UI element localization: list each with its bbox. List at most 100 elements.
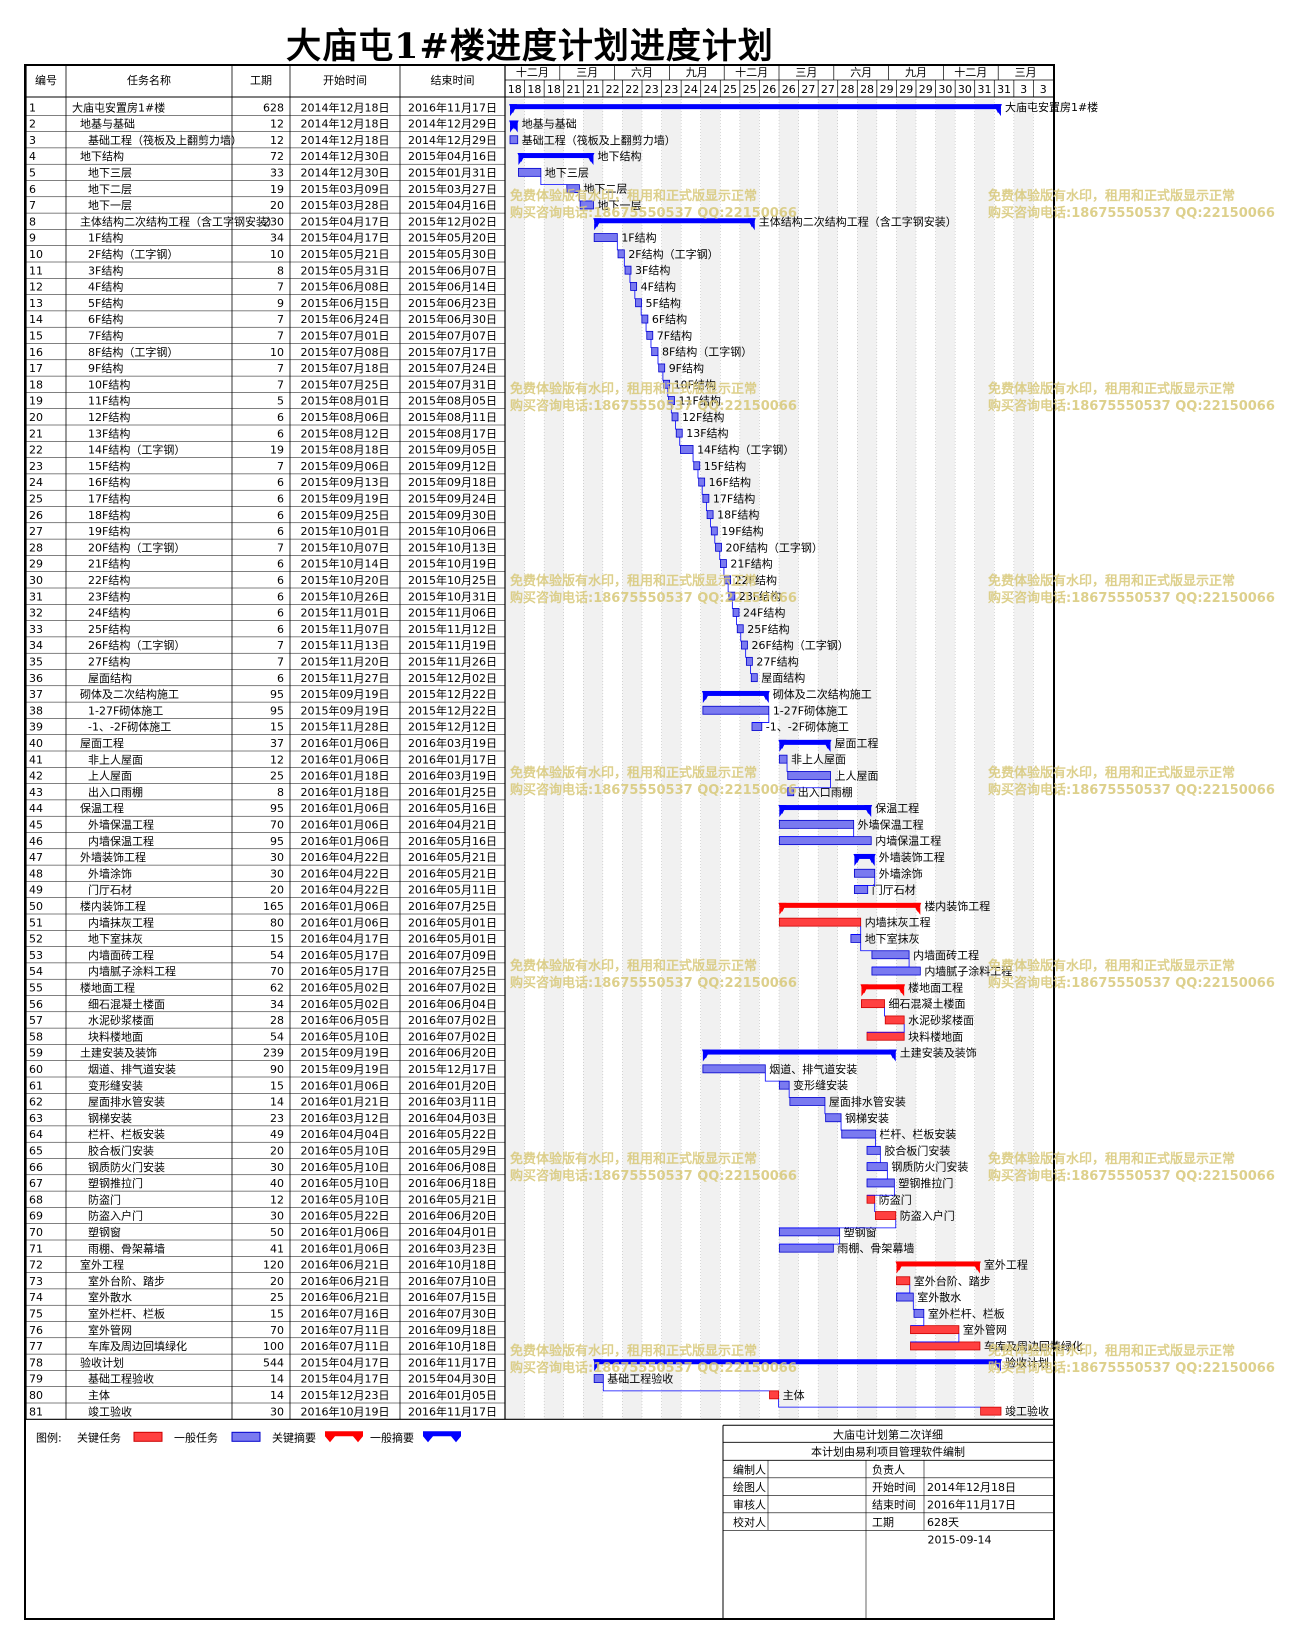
task-duration: 6 [277, 574, 284, 587]
task-duration: 15 [270, 933, 284, 946]
task-name: 地下二层 [88, 183, 132, 196]
task-bar [778, 754, 788, 764]
task-start: 2016年07月16日 [301, 1307, 390, 1321]
timeline-sub-label: 18 [547, 83, 561, 96]
task-start: 2016年07月11日 [301, 1323, 390, 1337]
task-name: 室外台阶、踏步 [88, 1274, 165, 1288]
watermark-line: 免费体验版有水印，租用和正式版显示正常 [510, 958, 757, 974]
bar-label: -1、-2F砌体施工 [766, 720, 849, 734]
task-duration: 6 [277, 427, 284, 440]
dependency-link [750, 665, 752, 675]
task-name: 23F结构 [88, 589, 130, 603]
task-start: 2016年05月17日 [301, 948, 390, 962]
task-end: 2015年07月31日 [408, 377, 497, 391]
bar-label: 室外工程 [984, 1257, 1028, 1271]
task-bar [841, 1129, 876, 1139]
task-duration: 30 [270, 851, 284, 864]
task-end: 2016年03月11日 [408, 1095, 497, 1109]
task-name: 地下结构 [80, 149, 124, 163]
task-duration: 25 [270, 1291, 284, 1304]
timeline-sub-label: 29 [880, 83, 894, 96]
task-bar [641, 314, 649, 324]
task-start: 2015年03月28日 [301, 198, 390, 212]
bar-label: 竣工验收 [1005, 1404, 1049, 1418]
task-start: 2016年04月22日 [301, 850, 390, 864]
dependency-link [778, 1398, 981, 1408]
task-id: 59 [29, 1047, 43, 1060]
dependency-link [714, 534, 716, 544]
timeline-shade [818, 99, 838, 1420]
task-bar [702, 493, 710, 503]
task-name: 栏杆、栏板安装 [88, 1127, 165, 1141]
task-end: 2015年06月14日 [408, 280, 497, 294]
task-bar [630, 282, 638, 291]
task-duration: 30 [270, 1210, 284, 1223]
task-bar [680, 445, 694, 454]
task-duration: 5 [277, 395, 284, 408]
task-duration: 6 [277, 558, 284, 571]
bar-label: 地基与基础 [522, 117, 577, 130]
bar-label: 9F结构 [669, 361, 704, 375]
timeline-sub-label: 23 [664, 83, 678, 96]
info-value: 2014年12月18日 [927, 1480, 1016, 1494]
task-end: 2016年07月25日 [408, 899, 497, 913]
watermark-line: 免费体验版有水印，租用和正式版显示正常 [988, 765, 1235, 781]
bar-label: 块料楼地面 [908, 1029, 963, 1043]
task-duration: 70 [270, 965, 284, 978]
timeline-sub-label: 31 [978, 83, 992, 96]
dependency-link [896, 1284, 911, 1294]
dependency-link [745, 649, 747, 658]
task-id: 30 [29, 574, 43, 587]
task-bar [778, 819, 855, 829]
dependency-link [710, 518, 712, 528]
task-id: 44 [29, 802, 43, 815]
task-id: 53 [29, 949, 43, 962]
task-id: 17 [29, 362, 43, 375]
task-duration: 20 [270, 199, 284, 212]
task-name: 27F结构 [88, 655, 130, 669]
summary-cap [778, 739, 832, 749]
task-duration: 30 [270, 1161, 284, 1174]
bar-label: 胶合板门安装 [884, 1143, 950, 1157]
task-start: 2016年01月18日 [301, 769, 390, 783]
bar-label: 保温工程 [875, 801, 919, 815]
task-duration: 9 [277, 297, 284, 310]
task-name: 雨棚、骨架幕墙 [88, 1241, 165, 1255]
dependency-link [860, 942, 872, 952]
task-name: 基础工程（筏板及上翻剪力墙） [88, 133, 242, 147]
task-duration: 12 [270, 753, 284, 766]
watermark-line: 购买咨询电话:18675550537 QQ:22150066 [510, 205, 797, 221]
column-header: 工期 [250, 74, 272, 87]
watermark-line: 购买咨询电话:18675550537 QQ:22150066 [510, 398, 797, 414]
bar-label: 27F结构 [756, 654, 798, 668]
bar-label: 塑钢推拉门 [898, 1176, 953, 1190]
timeline-sub-label: 30 [938, 83, 952, 96]
task-name: 验收计划 [80, 1355, 124, 1369]
task-id: 69 [29, 1210, 43, 1223]
task-name: 13F结构 [88, 426, 130, 440]
task-id: 49 [29, 884, 43, 897]
task-name: 21F结构 [88, 557, 130, 571]
legend-crit-task-swatch [133, 1431, 163, 1442]
timeline-top-label: 三月 [795, 66, 817, 79]
bar-label: 水泥砂浆楼面 [908, 1013, 974, 1027]
task-start: 2016年04月04日 [301, 1127, 390, 1141]
info-title: 大庙屯计划第二次详细 [833, 1427, 943, 1441]
task-start: 2016年05月02日 [301, 997, 390, 1011]
task-name: 主体 [88, 1388, 110, 1402]
bar-label: 雨棚、骨架幕墙 [837, 1241, 914, 1255]
task-end: 2015年04月16日 [408, 198, 497, 212]
dependency-link [867, 1138, 876, 1147]
task-bar [671, 412, 679, 422]
task-id: 9 [29, 232, 36, 245]
task-duration: 10 [270, 346, 284, 359]
task-duration: 628 [263, 101, 284, 114]
task-id: 6 [29, 183, 36, 196]
task-duration: 120 [263, 1259, 284, 1272]
task-id: 64 [29, 1128, 43, 1141]
dependency-link [824, 1105, 826, 1115]
task-start: 2015年11月07日 [301, 622, 390, 636]
watermark-line: 免费体验版有水印，租用和正式版显示正常 [510, 765, 757, 781]
watermark-line: 购买咨询电话:18675550537 QQ:22150066 [988, 975, 1275, 991]
dependency-link [701, 486, 703, 495]
